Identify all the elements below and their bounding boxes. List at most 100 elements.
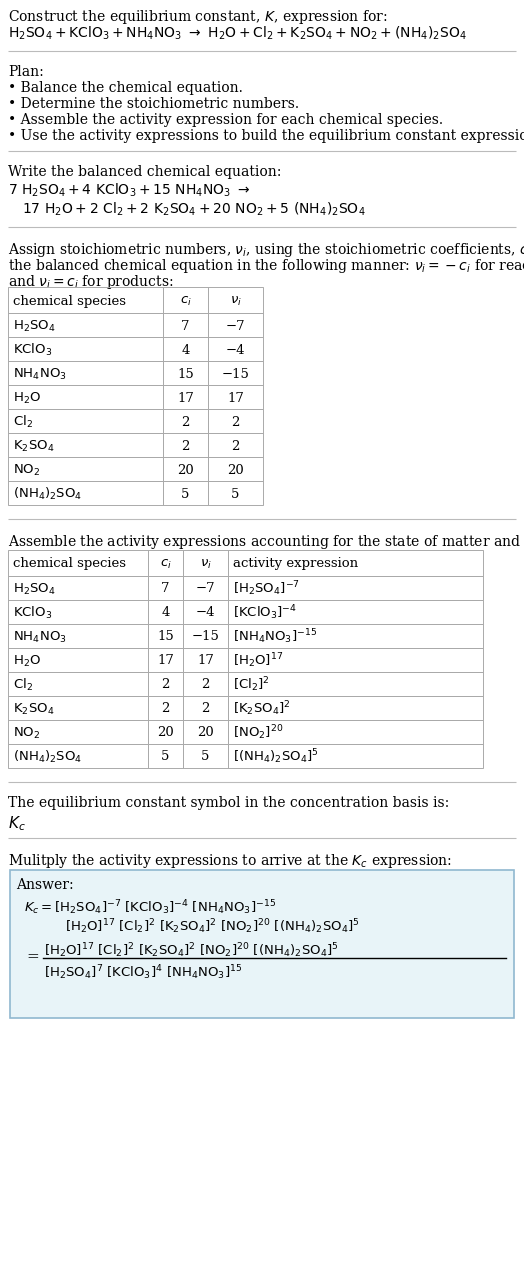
Text: • Balance the chemical equation.: • Balance the chemical equation. [8,81,243,95]
Text: $\mathrm{H_2SO_4 + KClO_3 + NH_4NO_3}$$\mathrm{\ \rightarrow \ H_2O + Cl_2 + K_2: $\mathrm{H_2SO_4 + KClO_3 + NH_4NO_3}$$\… [8,25,467,42]
Text: $\mathrm{H_2O}$: $\mathrm{H_2O}$ [13,653,41,668]
Text: $\mathrm{(NH_4)_2SO_4}$: $\mathrm{(NH_4)_2SO_4}$ [13,486,82,502]
Bar [8,648,148,672]
Text: $K_c$: $K_c$ [8,813,26,833]
Text: $\mathrm{KClO_3}$: $\mathrm{KClO_3}$ [13,605,52,621]
Text: • Use the activity expressions to build the equilibrium constant expression.: • Use the activity expressions to build … [8,129,524,143]
Bar [183,721,228,743]
Text: =: = [26,950,39,964]
Bar [163,337,208,362]
Text: • Determine the stoichiometric numbers.: • Determine the stoichiometric numbers. [8,97,299,111]
Text: $\mathrm{(NH_4)_2SO_4}$: $\mathrm{(NH_4)_2SO_4}$ [13,749,82,765]
Bar [8,313,163,337]
Text: 5: 5 [231,488,239,500]
Text: −4: −4 [226,344,245,356]
Text: $\nu_i$: $\nu_i$ [200,558,212,570]
Text: 15: 15 [157,630,174,643]
Bar [208,409,263,433]
Bar [163,286,208,313]
Text: $c_i$: $c_i$ [160,558,171,570]
Text: 15: 15 [177,368,194,381]
Text: Write the balanced chemical equation:: Write the balanced chemical equation: [8,165,281,179]
Text: $\mathrm{H_2O}$: $\mathrm{H_2O}$ [13,391,41,406]
Bar [148,575,183,600]
Text: 20: 20 [157,727,174,740]
Text: $\mathrm{NO_2}$: $\mathrm{NO_2}$ [13,462,40,477]
Text: 5: 5 [181,488,190,500]
Text: $\mathrm{Cl_2}$: $\mathrm{Cl_2}$ [13,677,33,693]
Bar [183,575,228,600]
Text: and $\nu_i = c_i$ for products:: and $\nu_i = c_i$ for products: [8,272,173,292]
Bar [163,433,208,457]
Text: −15: −15 [222,368,249,381]
Bar [163,384,208,409]
Bar [163,457,208,481]
Text: $\mathrm{[K_2SO_4]^{2}}$: $\mathrm{[K_2SO_4]^{2}}$ [233,700,291,718]
Text: $\mathrm{[NH_4NO_3]^{-15}}$: $\mathrm{[NH_4NO_3]^{-15}}$ [233,628,317,647]
Text: $\mathrm{K_2SO_4}$: $\mathrm{K_2SO_4}$ [13,701,54,717]
Bar [148,743,183,768]
Bar [228,696,483,721]
Bar [208,362,263,384]
Text: $\mathrm{[H_2O]^{17}\ [Cl_2]^{2}\ [K_2SO_4]^{2}\ [NO_2]^{20}\ [(NH_4)_2SO_4]^{5}: $\mathrm{[H_2O]^{17}\ [Cl_2]^{2}\ [K_2SO… [65,917,359,936]
Text: −7: −7 [195,583,215,596]
Bar [228,721,483,743]
Text: 7: 7 [161,583,170,596]
Bar [8,624,148,648]
Bar [208,457,263,481]
Bar [228,672,483,696]
Text: 2: 2 [161,703,170,715]
Bar [8,481,163,505]
Bar [8,600,148,624]
Bar [148,672,183,696]
Text: 17: 17 [157,654,174,667]
Bar [148,696,183,721]
Text: $K_c = \mathrm{[H_2SO_4]^{-7}\ [KClO_3]^{-4}\ [NH_4NO_3]^{-15}}$: $K_c = \mathrm{[H_2SO_4]^{-7}\ [KClO_3]^… [24,897,276,917]
Text: 2: 2 [161,679,170,691]
Text: $\mathrm{NH_4NO_3}$: $\mathrm{NH_4NO_3}$ [13,367,67,382]
Text: $\mathrm{[Cl_2]^{2}}$: $\mathrm{[Cl_2]^{2}}$ [233,676,270,694]
Text: $\mathrm{NH_4NO_3}$: $\mathrm{NH_4NO_3}$ [13,629,67,644]
Bar [228,600,483,624]
Bar [8,550,148,575]
Bar [228,624,483,648]
Text: $\mathrm{7\ H_2SO_4 + 4\ KClO_3 + 15\ NH_4NO_3 \ \rightarrow}$: $\mathrm{7\ H_2SO_4 + 4\ KClO_3 + 15\ NH… [8,182,250,200]
Text: 2: 2 [201,679,210,691]
Text: Mulitply the activity expressions to arrive at the $K_c$ expression:: Mulitply the activity expressions to arr… [8,852,452,869]
Bar [8,721,148,743]
Bar [8,457,163,481]
Bar [183,672,228,696]
Bar [208,286,263,313]
Text: chemical species: chemical species [13,558,126,570]
Text: The equilibrium constant symbol in the concentration basis is:: The equilibrium constant symbol in the c… [8,796,449,810]
Bar [183,624,228,648]
Text: $\nu_i$: $\nu_i$ [230,294,242,308]
Text: activity expression: activity expression [233,558,358,570]
Bar [8,409,163,433]
Text: $\mathrm{KClO_3}$: $\mathrm{KClO_3}$ [13,342,52,358]
Text: 5: 5 [201,751,210,764]
Bar [163,362,208,384]
Bar [148,550,183,575]
Text: $\mathrm{[H_2O]^{17}\ [Cl_2]^{2}\ [K_2SO_4]^{2}\ [NO_2]^{20}\ [(NH_4)_2SO_4]^{5}: $\mathrm{[H_2O]^{17}\ [Cl_2]^{2}\ [K_2SO… [44,941,339,960]
Text: $\mathrm{[KClO_3]^{-4}}$: $\mathrm{[KClO_3]^{-4}}$ [233,603,297,622]
Text: $\mathrm{H_2SO_4}$: $\mathrm{H_2SO_4}$ [13,318,56,334]
Bar [8,286,163,313]
Bar [228,550,483,575]
Bar [208,384,263,409]
Text: 2: 2 [181,439,190,452]
Text: $\mathrm{H_2SO_4}$: $\mathrm{H_2SO_4}$ [13,582,56,597]
Text: 4: 4 [161,606,170,620]
Text: $c_i$: $c_i$ [180,294,191,308]
Bar [8,362,163,384]
Bar [163,409,208,433]
Text: 17: 17 [177,392,194,405]
Text: $\mathrm{NO_2}$: $\mathrm{NO_2}$ [13,726,40,741]
Text: 2: 2 [231,439,239,452]
Bar [228,575,483,600]
Bar [228,648,483,672]
Bar [8,743,148,768]
Text: 4: 4 [181,344,190,356]
Text: 2: 2 [201,703,210,715]
Text: Assemble the activity expressions accounting for the state of matter and $\nu_i$: Assemble the activity expressions accoun… [8,533,524,551]
